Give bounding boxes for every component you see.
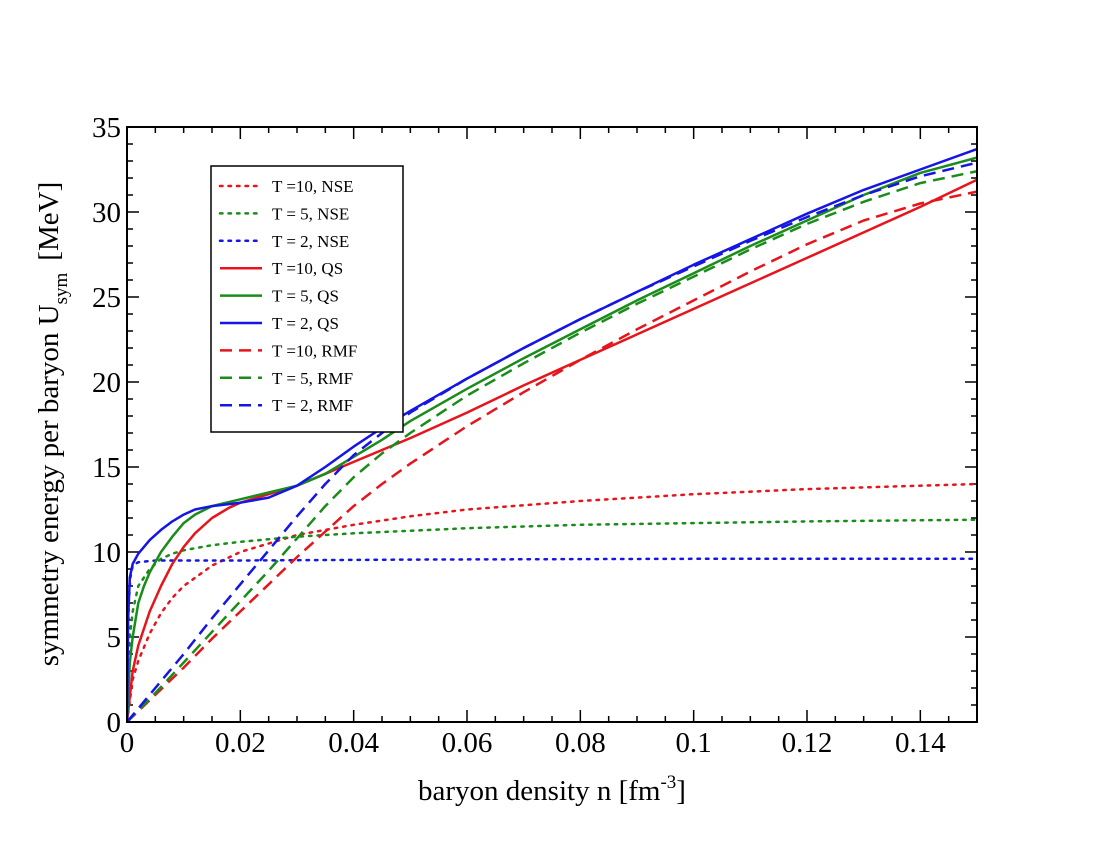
plot-frame: [126, 126, 978, 723]
x-tick-label: 0.08: [555, 727, 606, 759]
legend-label: T =10, NSE: [272, 177, 354, 196]
legend-label: T = 2, RMF: [272, 396, 353, 415]
x-tick-label: 0.06: [442, 727, 493, 759]
tick-labels: 0 0.02 0.04 0.06 0.08 0.1 0.12 0.14 0 5 10 15 20 25 30…: [92, 112, 946, 759]
x-tick-label: 0.1: [676, 727, 712, 759]
x-tick-label: 0.02: [215, 727, 266, 759]
legend-label: T =10, QS: [272, 259, 343, 278]
series-line-4: [127, 156, 977, 722]
legend-label: T = 2, QS: [272, 314, 339, 333]
y-tick-label: 5: [107, 622, 122, 654]
y-tick-label: 0: [107, 707, 122, 739]
y-tick-label: 25: [92, 282, 121, 314]
legend-label: T = 5, QS: [272, 287, 339, 306]
y-axis-title: symmetry energy per baryon Usym[MeV]: [33, 182, 72, 666]
legend-label: T = 2, NSE: [272, 232, 349, 251]
legend-label: T =10, RMF: [272, 341, 357, 360]
x-tick-label: 0.04: [328, 727, 379, 759]
y-tick-label: 10: [92, 537, 121, 569]
series-line-6: [127, 190, 977, 722]
series-line-7: [127, 169, 977, 722]
x-axis-title: baryon density n [fm-3]: [418, 772, 686, 807]
legend-items: T =10, NSE T = 5, NSE T = 2, NSE T =10, QS T…: [218, 177, 357, 415]
legend-label: T = 5, RMF: [272, 369, 353, 388]
y-tick-label: 35: [92, 112, 121, 144]
x-tick-label: 0: [120, 727, 135, 759]
plot-area: [127, 147, 977, 722]
x-tick-label: 0.14: [895, 727, 946, 759]
series-line-5: [127, 147, 977, 722]
legend-box: [210, 165, 404, 433]
legend: T =10, NSE T = 5, NSE T = 2, NSE T =10, QS T…: [210, 165, 404, 433]
y-tick-label: 15: [92, 452, 121, 484]
legend-label: T = 5, NSE: [272, 204, 349, 223]
series-line-1: [127, 518, 977, 722]
y-tick-label: 30: [92, 197, 121, 229]
series-line-8: [127, 161, 977, 722]
x-tick-label: 0.12: [782, 727, 833, 759]
y-tick-label: 20: [92, 367, 121, 399]
